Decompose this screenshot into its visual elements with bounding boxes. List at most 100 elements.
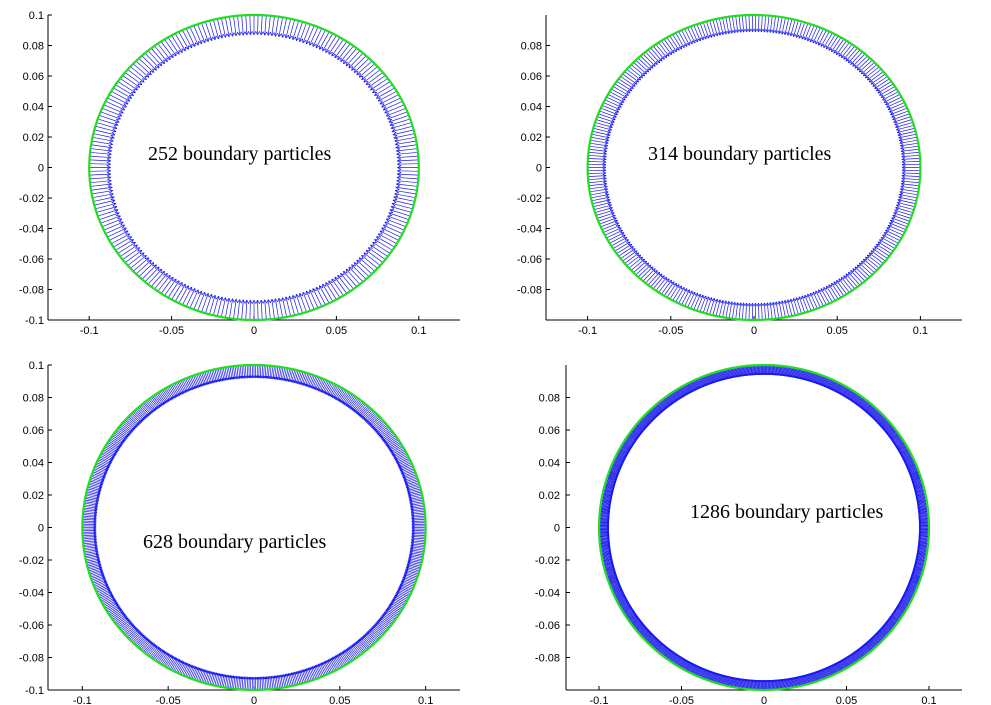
normal-vector — [591, 196, 610, 202]
normal-vector — [186, 665, 193, 678]
normal-vector — [764, 15, 766, 33]
normal-vector — [84, 550, 99, 554]
normal-vector — [391, 447, 404, 455]
normal-vector — [831, 282, 842, 298]
normal-vector — [174, 283, 186, 302]
arrowhead — [101, 479, 104, 483]
arrowhead — [250, 31, 253, 36]
arrowhead — [137, 631, 141, 633]
normal-vector — [82, 512, 97, 515]
arrowhead — [916, 500, 919, 502]
arrowhead — [407, 559, 411, 563]
arrowhead — [357, 639, 360, 643]
arrowhead — [123, 438, 126, 441]
arrowhead — [126, 434, 129, 438]
normal-vector — [272, 366, 275, 380]
boundary-particles — [586, 13, 922, 322]
normal-vector — [407, 488, 421, 493]
arrowhead — [239, 299, 242, 304]
normal-vector — [270, 676, 274, 690]
normal-vector — [391, 125, 413, 132]
normal-vector — [836, 40, 847, 55]
arrowhead — [384, 610, 387, 614]
normal-vector — [263, 365, 265, 379]
arrowhead — [918, 515, 921, 518]
normal-vector — [745, 15, 747, 32]
arrowhead — [875, 243, 879, 248]
arrowhead — [848, 61, 852, 64]
arrowhead — [372, 91, 377, 94]
normal-vector — [364, 633, 376, 644]
normal-vector — [408, 556, 423, 561]
arrowhead — [356, 412, 360, 415]
arrowhead — [107, 180, 112, 184]
normal-vector — [119, 620, 131, 629]
arrowhead — [149, 262, 154, 265]
normal-vector — [328, 280, 341, 298]
normal-vector — [841, 276, 853, 291]
arrowhead — [411, 525, 415, 528]
normal-vector — [297, 671, 302, 684]
arrowhead — [917, 504, 920, 506]
arrowhead — [233, 32, 237, 37]
normal-vector — [387, 215, 408, 224]
arrowhead — [686, 289, 690, 293]
arrowhead — [882, 234, 885, 238]
normal-vector — [900, 183, 920, 187]
arrowhead — [397, 589, 400, 593]
arrowhead — [99, 484, 103, 487]
normal-vector — [168, 386, 176, 398]
normal-vector — [396, 183, 418, 187]
arrowhead — [94, 541, 97, 543]
arrowhead — [409, 549, 413, 552]
arrowhead — [228, 675, 231, 678]
x-tick-label: -0.05 — [669, 695, 694, 705]
arrowhead — [190, 664, 193, 668]
normal-vector — [221, 367, 225, 381]
normal-vector — [758, 303, 760, 320]
arrowhead — [239, 676, 242, 679]
normal-vector — [82, 515, 97, 518]
arrowhead — [708, 34, 710, 39]
arrowhead — [896, 202, 901, 205]
arrowhead — [336, 398, 340, 401]
normal-vector — [348, 266, 364, 283]
arrowhead — [368, 630, 370, 634]
normal-vector — [140, 405, 151, 416]
normal-vector — [346, 396, 356, 407]
arrowhead — [874, 246, 877, 250]
arrowhead — [131, 239, 134, 244]
normal-vector — [99, 456, 112, 463]
normal-vector — [291, 672, 296, 686]
arrowhead — [222, 297, 226, 301]
arrowhead — [340, 59, 345, 63]
normal-vector — [124, 72, 143, 86]
normal-vector — [90, 572, 104, 578]
normal-vector — [245, 299, 248, 320]
normal-vector — [295, 294, 303, 314]
arrowhead — [170, 655, 173, 658]
arrowhead — [282, 34, 286, 38]
arrowhead — [260, 31, 264, 36]
normal-vector — [113, 87, 132, 99]
normal-vector — [233, 16, 237, 36]
arrowhead — [340, 57, 342, 62]
arrowhead — [292, 36, 296, 41]
arrowhead — [163, 651, 167, 654]
arrowhead — [778, 30, 782, 34]
normal-vector — [245, 15, 248, 36]
arrowhead — [113, 124, 119, 127]
arrowhead — [389, 209, 394, 213]
arrowhead — [901, 156, 906, 159]
normal-vector — [661, 40, 672, 55]
arrowhead — [106, 467, 109, 470]
normal-vector — [766, 302, 770, 320]
arrowhead — [178, 659, 182, 662]
y-tick-label: 0.1 — [29, 10, 44, 22]
normal-vector — [211, 672, 216, 686]
normal-vector — [874, 78, 890, 89]
normal-vector — [633, 260, 647, 273]
normal-vector — [595, 119, 614, 126]
arrowhead — [331, 278, 336, 282]
arrowhead — [127, 233, 131, 238]
